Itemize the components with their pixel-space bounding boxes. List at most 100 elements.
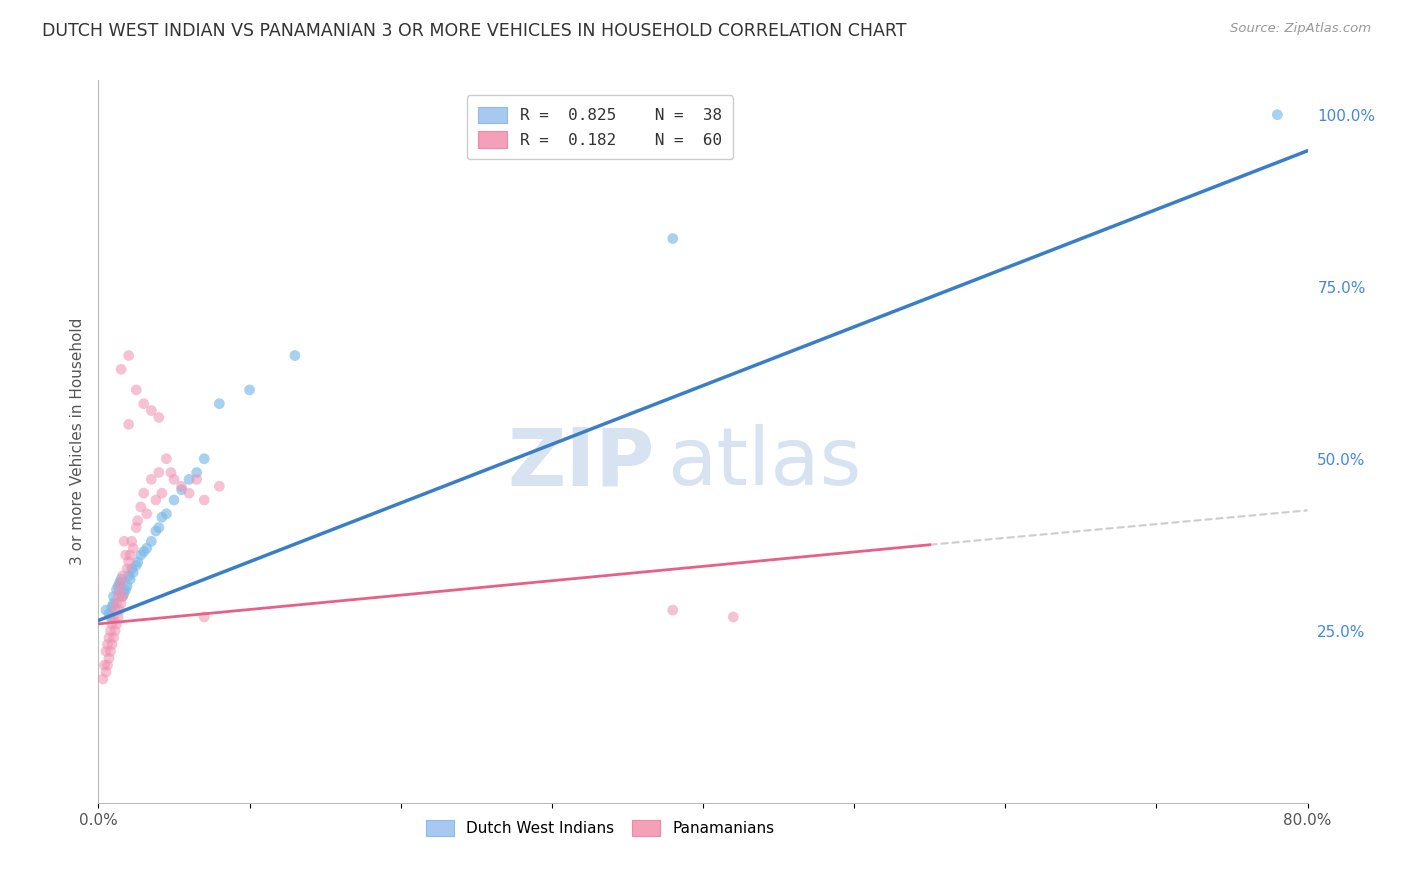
Point <box>170 479 193 493</box>
Point <box>127 555 149 569</box>
Point <box>103 590 125 604</box>
Point <box>112 586 135 600</box>
Point <box>94 665 117 679</box>
Point <box>141 534 163 549</box>
Point <box>122 541 145 556</box>
Point <box>135 507 157 521</box>
Text: Source: ZipAtlas.com: Source: ZipAtlas.com <box>1230 22 1371 36</box>
Point <box>284 349 307 363</box>
Point <box>110 362 132 376</box>
Point <box>132 397 155 411</box>
Point <box>155 507 177 521</box>
Text: atlas: atlas <box>666 425 860 502</box>
Point <box>96 658 118 673</box>
Point <box>150 486 173 500</box>
Point <box>103 610 125 624</box>
Point <box>107 590 129 604</box>
Point <box>118 568 141 582</box>
Point <box>208 479 231 493</box>
Point <box>101 599 124 614</box>
Y-axis label: 3 or more Vehicles in Household: 3 or more Vehicles in Household <box>69 318 84 566</box>
Point <box>96 638 118 652</box>
Point <box>94 603 117 617</box>
Point <box>121 534 143 549</box>
Point <box>105 616 128 631</box>
Point <box>118 349 141 363</box>
Point <box>163 472 186 486</box>
Point <box>105 582 128 597</box>
Point <box>148 520 170 534</box>
Point <box>103 631 125 645</box>
Point <box>208 397 231 411</box>
Point <box>115 579 138 593</box>
Point <box>193 493 215 508</box>
Point <box>148 466 170 480</box>
Point <box>111 590 134 604</box>
Point <box>186 472 208 486</box>
Point <box>107 610 129 624</box>
Point <box>1267 108 1289 122</box>
Point <box>170 483 193 497</box>
Point <box>103 596 125 610</box>
Point <box>163 493 186 508</box>
Point <box>145 524 167 538</box>
Point <box>93 658 115 673</box>
Point <box>110 575 132 590</box>
Point <box>108 603 131 617</box>
Point <box>118 417 141 432</box>
Point <box>129 548 152 562</box>
Point <box>115 562 138 576</box>
Point <box>108 582 131 597</box>
Point <box>110 596 132 610</box>
Point <box>100 644 122 658</box>
Point <box>145 493 167 508</box>
Point <box>94 644 117 658</box>
Point <box>723 610 745 624</box>
Point <box>111 590 134 604</box>
Point <box>125 520 148 534</box>
Point <box>135 541 157 556</box>
Point <box>132 544 155 558</box>
Point <box>160 466 183 480</box>
Point <box>179 486 201 500</box>
Point <box>155 451 177 466</box>
Point <box>114 548 136 562</box>
Point <box>100 624 122 638</box>
Point <box>122 566 145 580</box>
Point <box>114 582 136 597</box>
Point <box>148 410 170 425</box>
Point <box>150 510 173 524</box>
Text: ZIP: ZIP <box>508 425 655 502</box>
Text: DUTCH WEST INDIAN VS PANAMANIAN 3 OR MORE VEHICLES IN HOUSEHOLD CORRELATION CHAR: DUTCH WEST INDIAN VS PANAMANIAN 3 OR MOR… <box>42 22 907 40</box>
Point <box>661 603 683 617</box>
Point <box>125 383 148 397</box>
Point <box>118 555 141 569</box>
Point <box>105 596 128 610</box>
Point <box>661 231 683 245</box>
Point <box>98 651 121 665</box>
Point <box>111 568 134 582</box>
Point <box>100 610 122 624</box>
Point <box>129 500 152 514</box>
Point <box>186 466 208 480</box>
Point <box>110 572 132 586</box>
Point <box>91 672 114 686</box>
Point <box>120 572 142 586</box>
Point <box>132 486 155 500</box>
Point <box>239 383 262 397</box>
Point <box>141 472 163 486</box>
Point <box>101 616 124 631</box>
Point <box>108 575 131 590</box>
Point <box>193 451 215 466</box>
Point <box>125 558 148 573</box>
Legend: Dutch West Indians, Panamanians: Dutch West Indians, Panamanians <box>420 814 780 842</box>
Point <box>179 472 201 486</box>
Point <box>193 610 215 624</box>
Point <box>120 548 142 562</box>
Point <box>104 624 127 638</box>
Point <box>107 579 129 593</box>
Point <box>98 631 121 645</box>
Point <box>112 534 135 549</box>
Point <box>141 403 163 417</box>
Point <box>121 562 143 576</box>
